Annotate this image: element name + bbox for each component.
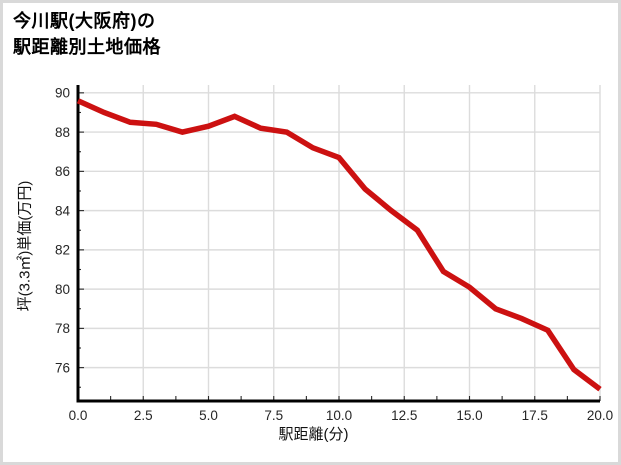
y-tick-label: 82 <box>55 243 70 258</box>
x-tick-label: 17.5 <box>522 408 548 423</box>
y-tick-label: 76 <box>55 360 70 375</box>
y-tick-label: 90 <box>55 86 70 101</box>
chart-title-line1: 今川駅(大阪府)の <box>13 11 156 31</box>
chart-title-line2: 駅距離別土地価格 <box>13 37 161 57</box>
price-line <box>76 98 602 392</box>
x-axis-label: 駅距離(分) <box>278 426 349 443</box>
y-tick-label: 80 <box>55 282 70 297</box>
x-tick-label: 7.5 <box>264 408 283 423</box>
x-tick-label: 5.0 <box>199 408 218 423</box>
x-tick-label: 15.0 <box>456 408 482 423</box>
x-tick-label: 0.0 <box>69 408 88 423</box>
x-tick-label: 20.0 <box>587 408 613 423</box>
chart-title: 今川駅(大阪府)の 駅距離別土地価格 <box>13 8 161 60</box>
x-tick-label: 10.0 <box>326 408 352 423</box>
land-price-line-chart: 0.0 2.5 5.0 7.5 10.0 12.5 15.0 17.5 20.0 76 78 80 82… <box>55 85 613 423</box>
x-tick-label: 12.5 <box>391 408 417 423</box>
x-tick-label: 2.5 <box>134 408 153 423</box>
y-axis-label: 坪(3.3㎡)単価(万円) <box>16 180 34 312</box>
y-tick-label: 84 <box>55 203 71 218</box>
y-tick-label: 86 <box>55 164 70 179</box>
y-tick-label: 78 <box>55 321 70 336</box>
y-tick-label: 88 <box>55 125 70 140</box>
